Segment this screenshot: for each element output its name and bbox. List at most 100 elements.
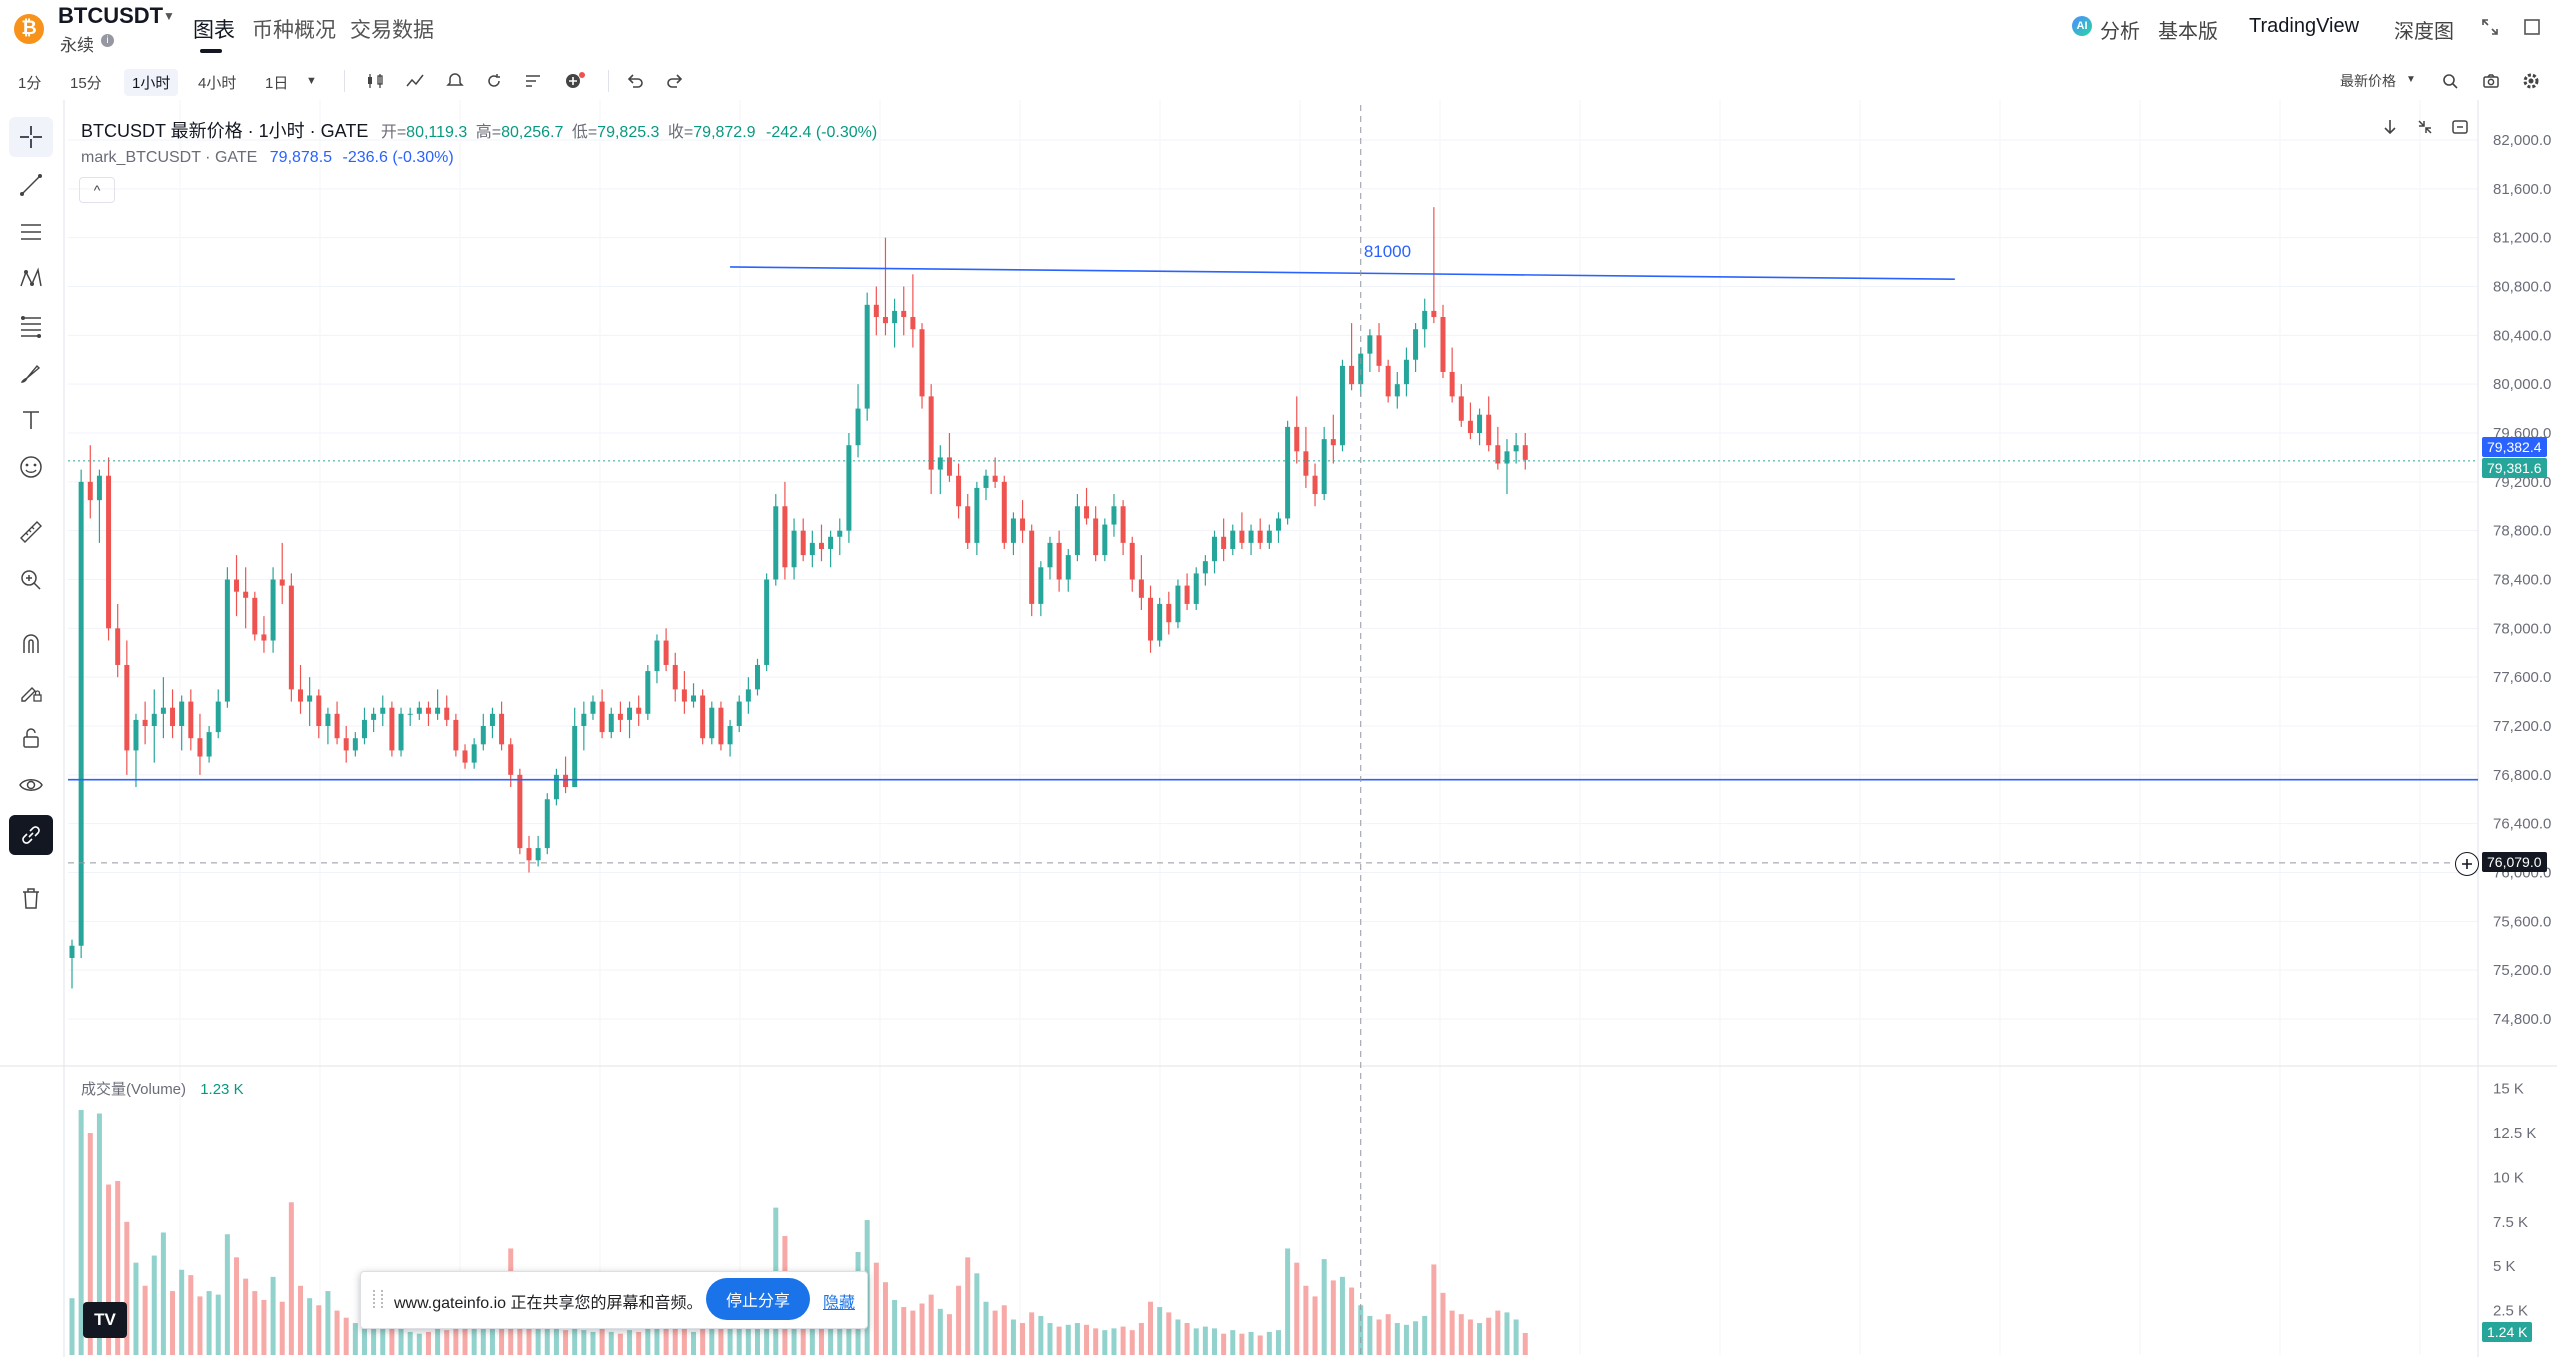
volume-bar bbox=[691, 1331, 697, 1355]
crosshair-tool-icon[interactable] bbox=[9, 117, 53, 157]
lock-icon[interactable] bbox=[9, 718, 53, 758]
volume-bar bbox=[124, 1221, 130, 1355]
candle-body bbox=[1074, 506, 1080, 556]
chart-toolbar: 1分 15分 1小时 4小时 1日 ▼ 最新价格 ▼ bbox=[0, 64, 2557, 98]
info-icon[interactable]: i bbox=[101, 34, 114, 47]
nav-basic-version[interactable]: 基本版 bbox=[2158, 21, 2218, 43]
eye-visibility-icon[interactable] bbox=[9, 765, 53, 805]
window-icon[interactable] bbox=[2522, 17, 2542, 42]
drag-handle-icon[interactable] bbox=[373, 1290, 383, 1308]
tab-chart[interactable]: 图表 bbox=[193, 19, 235, 42]
pattern-tool-icon[interactable] bbox=[9, 259, 53, 299]
price-source-dropdown-icon[interactable]: ▼ bbox=[2406, 74, 2416, 85]
volume-bar bbox=[1458, 1314, 1464, 1355]
candle-body bbox=[892, 310, 898, 324]
symbol-name[interactable]: BTCUSDT bbox=[58, 3, 164, 28]
volume-bar bbox=[1385, 1314, 1391, 1355]
ruler-tool-icon[interactable] bbox=[9, 512, 53, 552]
candle-body bbox=[234, 579, 240, 592]
refresh-chart-icon[interactable] bbox=[2450, 117, 2470, 142]
crosshair-price-tag: 76,079.0 bbox=[2482, 851, 2547, 872]
volume-bar bbox=[380, 1326, 386, 1355]
fib-tool-icon[interactable] bbox=[9, 306, 53, 346]
search-icon[interactable] bbox=[2437, 68, 2463, 94]
candle-body bbox=[1175, 585, 1181, 623]
volume-bar bbox=[1422, 1315, 1428, 1355]
chart-overlay: 81000 bbox=[68, 105, 2478, 1355]
symbol-dropdown-icon[interactable]: ▼ bbox=[163, 9, 175, 23]
text-tool-icon[interactable] bbox=[9, 400, 53, 440]
timeframe-15m[interactable]: 15分 bbox=[70, 75, 102, 92]
indicators-icon[interactable] bbox=[402, 68, 428, 94]
lock-drawing-tool-icon[interactable] bbox=[9, 671, 53, 711]
candle-body bbox=[983, 475, 989, 488]
timeframe-1d[interactable]: 1日 bbox=[265, 75, 289, 92]
candle-body bbox=[261, 634, 267, 641]
link-icon[interactable] bbox=[9, 815, 53, 855]
volume-bar bbox=[307, 1298, 313, 1355]
templates-icon[interactable] bbox=[520, 68, 546, 94]
candle-body bbox=[1504, 451, 1510, 464]
camera-icon[interactable] bbox=[2478, 68, 2504, 94]
zoom-in-tool-icon[interactable] bbox=[9, 560, 53, 600]
volume-bar bbox=[1166, 1312, 1172, 1355]
price-tick-label: 74,800.0 bbox=[2493, 1011, 2551, 1028]
ohlc-legend: BTCUSDT 最新价格 · 1小时 · GATE 开=80,119.3 高=8… bbox=[81, 117, 877, 143]
candle-body bbox=[809, 542, 815, 556]
nav-analysis[interactable]: 分析 bbox=[2100, 21, 2140, 43]
compare-add-icon[interactable] bbox=[562, 68, 588, 94]
collapse-arrows-icon[interactable] bbox=[2415, 117, 2435, 142]
nav-depth-chart[interactable]: 深度图 bbox=[2394, 21, 2454, 43]
tab-coin-overview[interactable]: 币种概况 bbox=[252, 19, 336, 42]
candle-body bbox=[1257, 530, 1263, 543]
candle-body bbox=[535, 848, 541, 861]
candle-body bbox=[992, 475, 998, 482]
candle-body bbox=[782, 506, 788, 568]
settings-gear-icon[interactable] bbox=[2518, 68, 2544, 94]
candle-type-icon[interactable] bbox=[362, 68, 388, 94]
ai-analysis-icon[interactable]: AI bbox=[2072, 16, 2092, 36]
volume-bar bbox=[425, 1331, 431, 1355]
hide-share-bar-link[interactable]: 隐藏 bbox=[823, 1295, 856, 1312]
volume-bar bbox=[1038, 1315, 1044, 1355]
add-alert-plus-icon[interactable] bbox=[2455, 851, 2479, 876]
volume-bar bbox=[234, 1257, 240, 1355]
volume-bar bbox=[298, 1285, 303, 1355]
arrow-down-icon[interactable] bbox=[2380, 117, 2400, 142]
mark-legend-value: 79,878.5 bbox=[269, 149, 333, 166]
timeframe-1m[interactable]: 1分 bbox=[18, 75, 42, 92]
fullscreen-icon[interactable] bbox=[2480, 17, 2500, 42]
brush-tool-icon[interactable] bbox=[9, 353, 53, 393]
candle-body bbox=[1495, 445, 1501, 464]
stop-sharing-button[interactable]: 停止分享 bbox=[706, 1278, 810, 1320]
last-price-tag: 79,382.4 bbox=[2482, 436, 2547, 457]
replay-icon[interactable] bbox=[481, 68, 507, 94]
volume-bar bbox=[1321, 1259, 1327, 1355]
trash-icon[interactable] bbox=[9, 878, 53, 918]
candle-body bbox=[1001, 481, 1007, 543]
volume-bar bbox=[608, 1331, 614, 1355]
tab-trading-data[interactable]: 交易数据 bbox=[350, 19, 434, 42]
tradingview-logo[interactable]: TV bbox=[83, 1302, 127, 1338]
volume-bar bbox=[1495, 1310, 1501, 1355]
timeframe-1h[interactable]: 1小时 bbox=[124, 69, 179, 96]
volume-bar bbox=[1193, 1328, 1199, 1355]
volume-bar bbox=[526, 1321, 532, 1355]
price-tick-label: 80,000.0 bbox=[2493, 376, 2551, 393]
alert-icon[interactable] bbox=[442, 68, 468, 94]
trend-line-tool-icon[interactable] bbox=[9, 165, 53, 205]
undo-icon[interactable] bbox=[622, 68, 648, 94]
price-source-select[interactable]: 最新价格 bbox=[2340, 73, 2396, 89]
candle-body bbox=[1157, 603, 1163, 641]
collapse-legend-button[interactable]: ^ bbox=[79, 177, 115, 203]
nav-tradingview[interactable]: TradingView bbox=[2249, 15, 2360, 37]
horizontal-lines-tool-icon[interactable] bbox=[9, 212, 53, 252]
volume-bar bbox=[133, 1262, 139, 1355]
redo-icon[interactable] bbox=[662, 68, 688, 94]
timeframe-dropdown-icon[interactable]: ▼ bbox=[306, 75, 317, 87]
candle-body bbox=[1010, 518, 1016, 543]
magnet-tool-icon[interactable] bbox=[9, 624, 53, 664]
timeframe-4h[interactable]: 4小时 bbox=[198, 75, 237, 92]
emoji-tool-icon[interactable] bbox=[9, 447, 53, 487]
